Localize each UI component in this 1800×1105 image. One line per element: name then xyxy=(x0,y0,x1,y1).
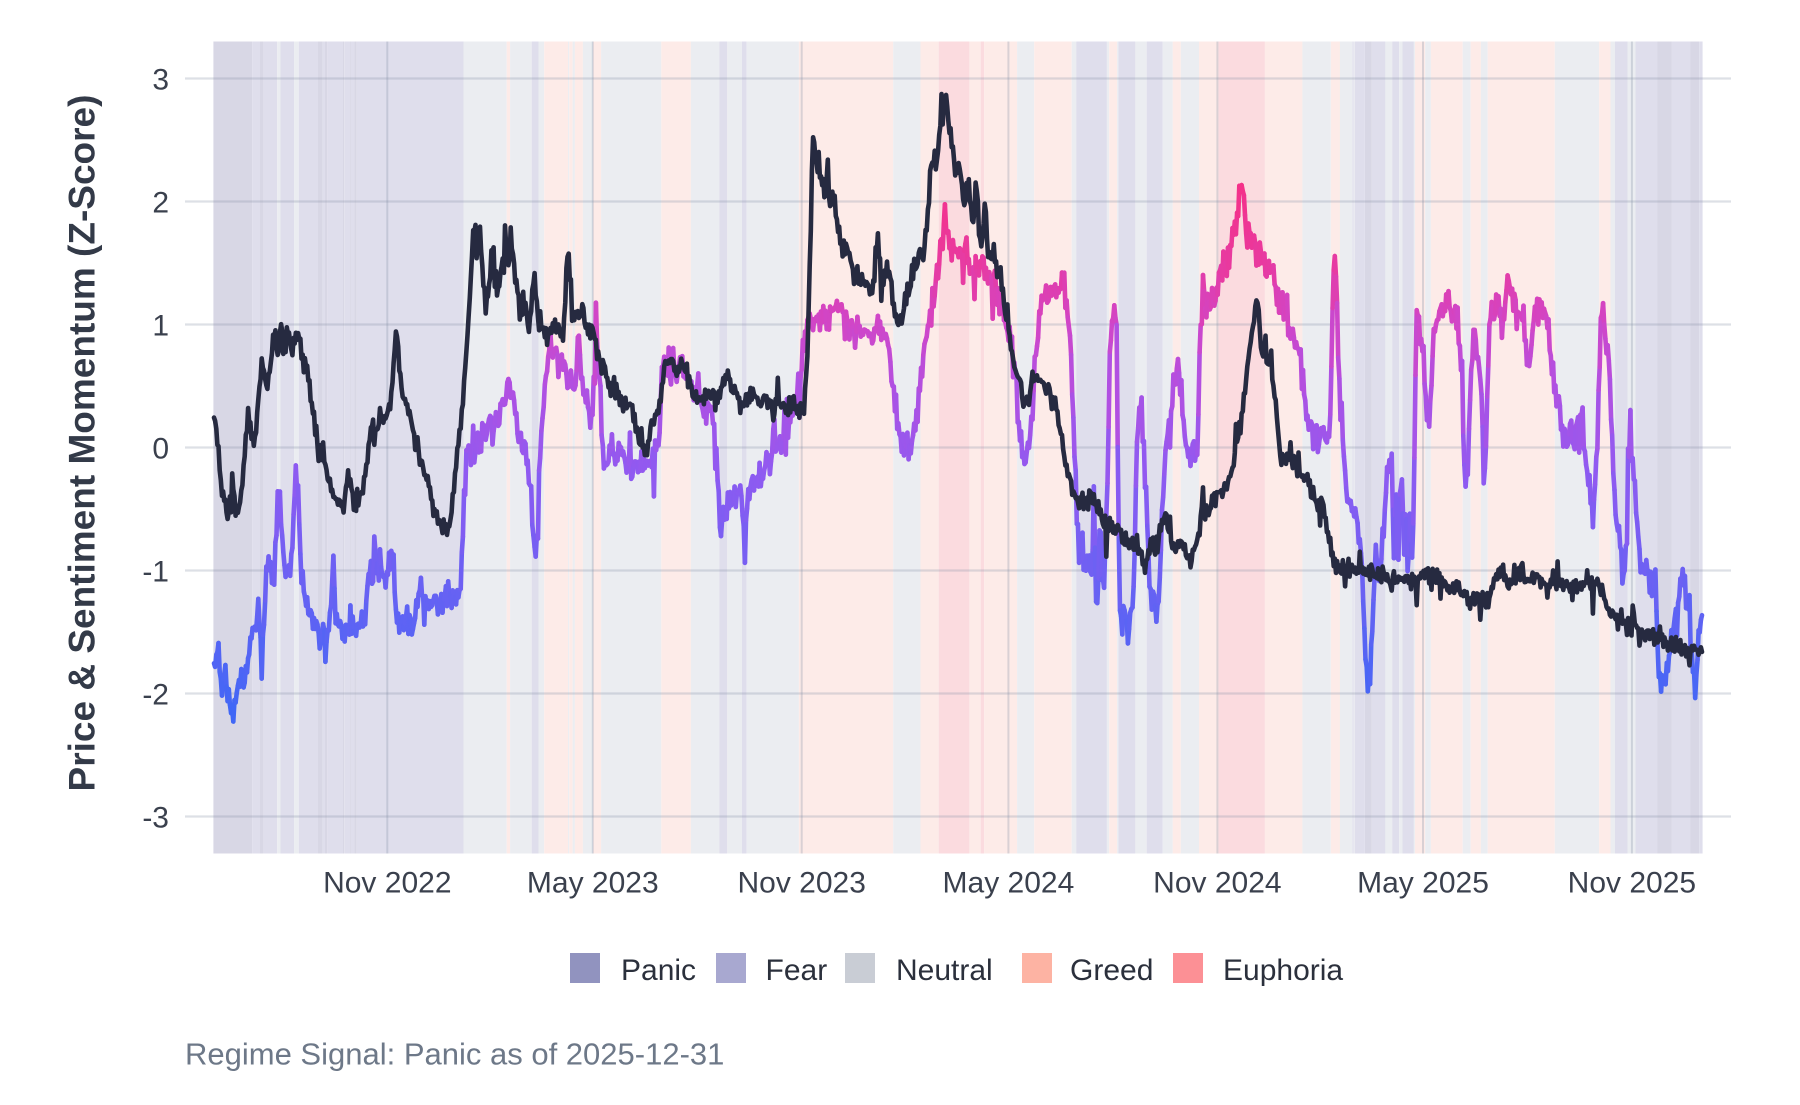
svg-text:2: 2 xyxy=(152,187,169,220)
svg-text:-2: -2 xyxy=(142,679,169,712)
svg-text:3: 3 xyxy=(152,64,169,97)
svg-text:Euphoria: Euphoria xyxy=(1223,954,1343,987)
svg-text:Panic: Panic xyxy=(621,954,696,987)
svg-text:0: 0 xyxy=(152,433,169,466)
svg-text:Neutral: Neutral xyxy=(896,954,993,987)
svg-text:Price & Sentiment Momentum (Z-: Price & Sentiment Momentum (Z-Score) xyxy=(62,95,103,792)
svg-text:May 2024: May 2024 xyxy=(943,867,1075,900)
svg-text:May 2025: May 2025 xyxy=(1357,867,1489,900)
svg-text:Greed: Greed xyxy=(1070,954,1153,987)
svg-text:Fear: Fear xyxy=(766,954,828,987)
svg-text:Nov 2023: Nov 2023 xyxy=(737,867,865,900)
svg-text:Nov 2022: Nov 2022 xyxy=(323,867,451,900)
svg-text:Nov 2025: Nov 2025 xyxy=(1568,867,1696,900)
svg-text:-1: -1 xyxy=(142,556,169,589)
svg-text:Nov 2024: Nov 2024 xyxy=(1153,867,1281,900)
svg-text:1: 1 xyxy=(152,310,169,343)
svg-text:May 2023: May 2023 xyxy=(527,867,659,900)
svg-text:-3: -3 xyxy=(142,802,169,835)
svg-text:Regime Signal: Panic as of 202: Regime Signal: Panic as of 2025-12-31 xyxy=(185,1037,724,1072)
